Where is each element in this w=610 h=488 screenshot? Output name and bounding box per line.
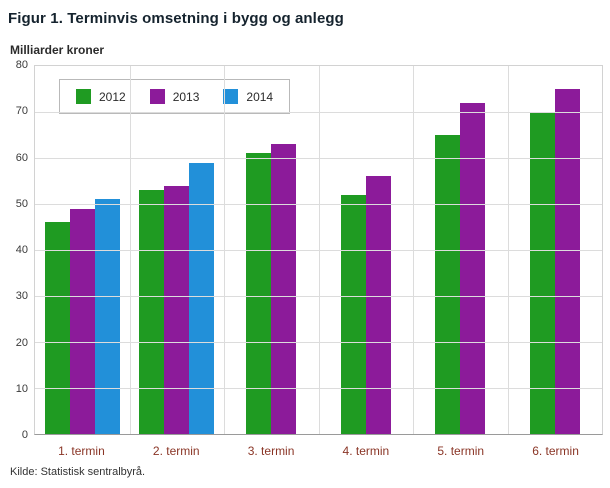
- x-axis-label: 2. termin: [152, 444, 200, 458]
- bar-2012: [435, 135, 461, 434]
- legend-label: 2012: [99, 89, 126, 104]
- bar-2012: [246, 153, 272, 434]
- source-caption: Kilde: Statistisk sentralbyrå.: [10, 466, 146, 478]
- bar-chart: 0 10 20 30 40 50 60 70 80 2012 2013 2014 1. termin…: [8, 59, 604, 461]
- y-axis: 0 10 20 30 40 50 60 70 80: [8, 59, 30, 441]
- vertical-gridline: [318, 66, 320, 434]
- vertical-gridline: [507, 66, 509, 434]
- bar-2013: [554, 89, 580, 434]
- bar-2012: [340, 194, 366, 434]
- y-axis-tick-label: 70: [15, 105, 28, 118]
- bar-2014: [94, 199, 120, 434]
- vertical-gridline: [413, 66, 414, 434]
- y-axis-tick-label: 10: [15, 382, 28, 395]
- x-axis-label: 5. termin: [437, 444, 485, 458]
- x-axis-label: 4. termin: [342, 444, 390, 458]
- y-axis-tick-label: 40: [15, 244, 28, 256]
- y-axis-tick-label: 80: [15, 59, 28, 71]
- vertical-gridline: [224, 66, 225, 434]
- bar-groups: [35, 66, 602, 434]
- legend-item-2014[interactable]: 2014: [223, 89, 273, 104]
- bar-2013: [460, 102, 486, 434]
- legend-swatch: [149, 89, 165, 104]
- x-axis-label: 1. termin: [58, 444, 105, 458]
- y-axis-tick-label: 20: [15, 336, 28, 349]
- legend: 2012 2013 2014: [59, 79, 291, 114]
- bar-2012: [44, 222, 70, 434]
- x-axis: 1. termin 2. termin 3. termin 4. termin 5. t…: [34, 437, 603, 461]
- legend-item-2013[interactable]: 2013: [149, 89, 200, 104]
- legend-label: 2013: [172, 89, 200, 104]
- y-axis-tick-label: 50: [15, 197, 28, 210]
- bar-2013: [164, 185, 190, 434]
- bar-2013: [69, 208, 95, 434]
- legend-swatch: [223, 89, 239, 104]
- vertical-gridline: [129, 66, 131, 434]
- plot-area: 2012 2013 2014: [34, 65, 603, 435]
- bar-group: [508, 66, 603, 434]
- y-axis-tick-label: 0: [21, 429, 28, 441]
- y-axis-unit-label: Milliarder kroner: [10, 43, 105, 57]
- x-axis-label: 3. termin: [247, 444, 295, 458]
- bar-2012: [529, 112, 555, 434]
- bar-group: [130, 66, 225, 434]
- figure-title: Figur 1. Terminvis omsetning i bygg og a…: [8, 10, 344, 27]
- y-axis-tick-label: 60: [15, 151, 28, 164]
- x-axis-label: 6. termin: [532, 444, 579, 458]
- y-axis-tick-label: 30: [15, 290, 28, 303]
- bar-group: [319, 66, 414, 434]
- bar-2013: [365, 176, 391, 434]
- legend-label: 2014: [246, 89, 274, 104]
- bar-group: [224, 66, 319, 434]
- legend-item-2012[interactable]: 2012: [76, 89, 126, 104]
- bar-2012: [139, 190, 165, 434]
- bar-group: [35, 66, 130, 434]
- bar-2013: [271, 144, 297, 434]
- legend-swatch: [76, 89, 91, 104]
